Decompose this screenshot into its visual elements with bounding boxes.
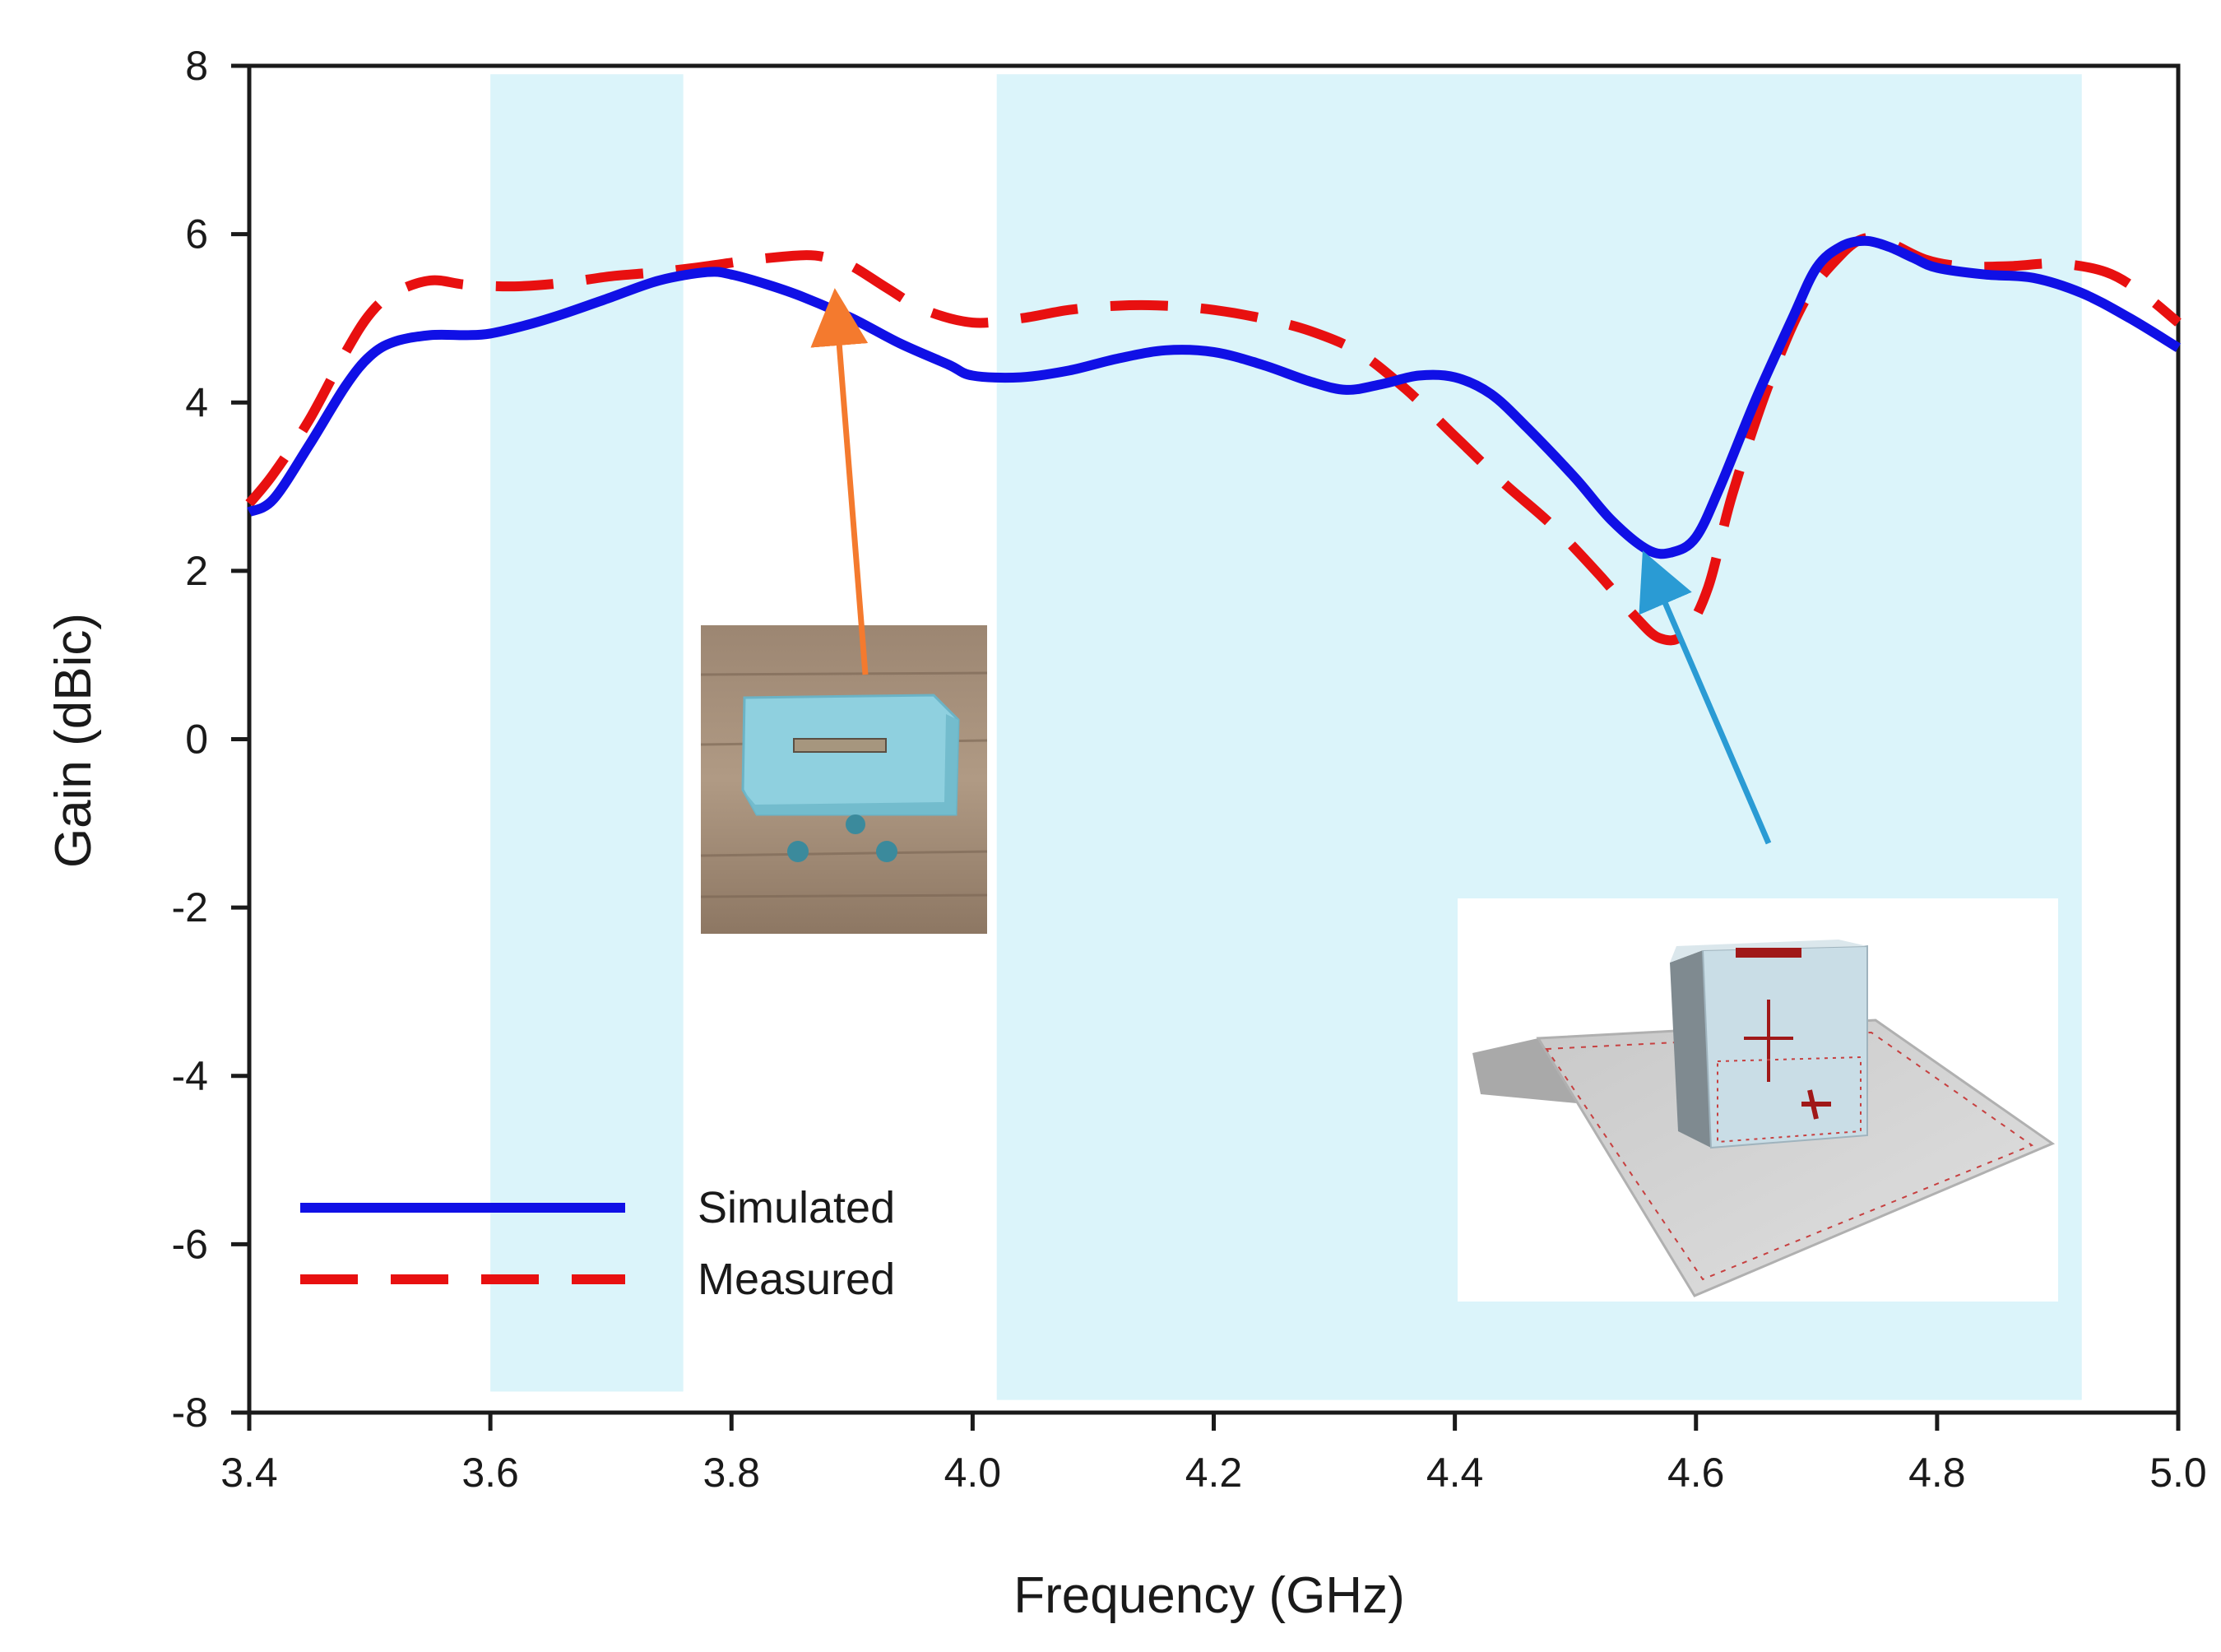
annotation-arrow-blue — [1639, 550, 1772, 845]
y-tick-label: 6 — [185, 211, 208, 258]
series-line-simulated — [247, 235, 2182, 559]
legend: Simulated Measured — [300, 1183, 895, 1304]
y-tick-label: 4 — [185, 379, 208, 425]
y-tick-label: 0 — [185, 717, 208, 763]
y-tick-label: -6 — [172, 1221, 208, 1267]
antenna-photo-inset — [700, 625, 988, 934]
y-tick-label: 8 — [185, 43, 208, 89]
x-tick-label: 4.6 — [1667, 1450, 1725, 1496]
series-layer — [245, 232, 2182, 646]
x-tick-label: 3.8 — [702, 1450, 760, 1496]
y-axis-ticks: 8 6 4 2 0 -2 -4 -6 -8 — [172, 43, 249, 1436]
y-axis-title: Gain (dBic) — [45, 613, 102, 868]
shaded-band-1 — [490, 74, 684, 1392]
x-tick-label: 5.0 — [2149, 1450, 2207, 1496]
legend-label-simulated: Simulated — [698, 1183, 895, 1232]
x-tick-label: 4.0 — [944, 1450, 1002, 1496]
x-axis-ticks: 3.4 3.6 3.8 4.0 4.2 4.4 4.6 4.8 5.0 — [220, 1413, 2207, 1496]
y-tick-label: 2 — [185, 548, 208, 594]
y-tick-label: -4 — [172, 1053, 208, 1099]
x-axis-title: Frequency (GHz) — [1013, 1567, 1404, 1624]
y-tick-label: -2 — [172, 884, 208, 930]
antenna-model-inset — [1458, 898, 2058, 1302]
annotation-arrow-orange — [810, 288, 869, 675]
y-tick-label: -8 — [172, 1390, 208, 1436]
x-tick-label: 4.2 — [1185, 1450, 1243, 1496]
x-tick-label: 4.8 — [1908, 1450, 1966, 1496]
x-tick-label: 3.4 — [220, 1450, 278, 1496]
x-tick-label: 3.6 — [461, 1450, 519, 1496]
legend-label-measured: Measured — [698, 1255, 895, 1304]
x-tick-label: 4.4 — [1426, 1450, 1484, 1496]
